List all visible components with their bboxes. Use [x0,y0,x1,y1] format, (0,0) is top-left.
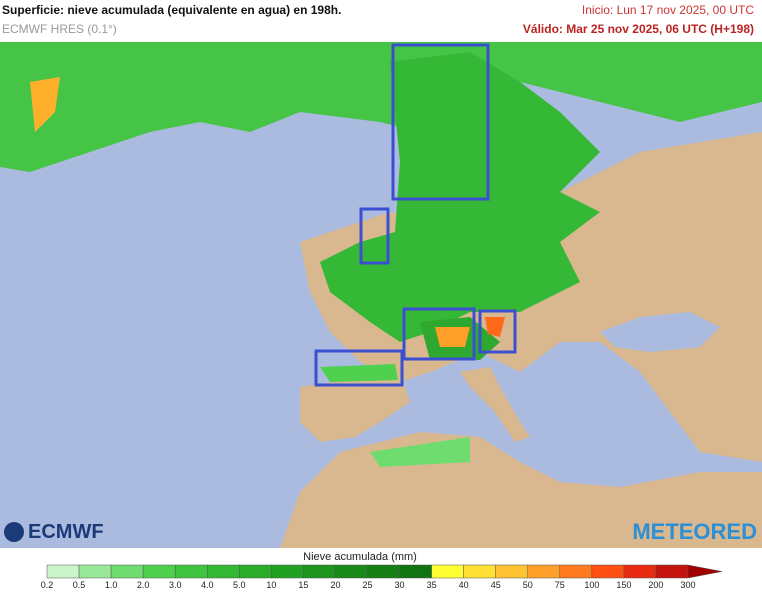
colorbar-segment [78,564,112,579]
highlight-boxes [314,43,517,387]
snow [370,437,470,467]
colorbar-tick-label: 45 [491,580,501,590]
init-time: Inicio: Lun 17 nov 2025, 00 UTC [581,3,754,17]
colorbar-tick-label: 200 [648,580,663,590]
colorbar-tick-label: 0.2 [41,580,54,590]
colorbar-segment [239,564,272,579]
colorbar-tick-label: 5.0 [233,580,246,590]
colorbar-segment [142,564,176,579]
sea [600,312,720,352]
colorbar-tick-label: 75 [555,580,565,590]
snow-heavy [485,317,505,337]
colorbar-segment [527,564,561,579]
highlight-box [478,309,517,354]
logo-icon [4,522,24,542]
highlight-box [359,207,390,265]
colorbar-segment [367,564,400,579]
colorbar-tick-label: 30 [395,580,405,590]
colorbar-segment [559,564,593,579]
land [460,367,530,442]
valid-time: Válido: Mar 25 nov 2025, 06 UTC (H+198) [522,22,754,36]
highlight-box [314,349,404,387]
colorbar-tick-label: 35 [427,580,437,590]
colorbar-tick-label: 4.0 [201,580,214,590]
highlight-box [391,43,490,201]
snow-heavy [30,77,60,132]
logo-left: ECMWF [28,521,104,543]
colorbar-tick-label: 150 [616,580,631,590]
colorbar-tick-label: 1.0 [105,580,118,590]
colorbar-segment [591,564,625,579]
snow [320,364,398,382]
colorbar-segment [463,564,496,579]
colorbar-segment [46,564,80,579]
colorbar-tick-label: 15 [298,580,308,590]
colorbar-segment [623,564,657,579]
colorbar-segment [335,564,368,579]
colorbar-tick-label: 25 [362,580,372,590]
colorbar-segment [174,564,208,579]
colorbar-segment [207,564,240,579]
colorbar-tick-label: 20 [330,580,340,590]
colorbar: Nieve acumulada (mm) 0.2 0.5 1.0 2.0 3.0 4.0 5… [41,551,723,590]
snow-heavy [435,327,470,347]
snow [0,42,762,172]
colorbar-segment [271,564,304,579]
colorbar-label: Nieve acumulada (mm) [303,551,417,563]
land [300,372,410,442]
colorbar-tick-label: 300 [680,580,695,590]
colorbar-tick-label: 2.0 [137,580,150,590]
highlight-box [402,307,476,361]
colorbar-tick-label: 100 [584,580,599,590]
colorbar-segment [655,564,689,579]
title: Superficie: nieve acumulada (equivalente… [2,3,342,17]
colorbar-tick-label: 40 [459,580,469,590]
model: ECMWF HRES (0.1°) [2,22,117,36]
map: ECMWF METEORED [0,42,762,548]
colorbar-segment [303,564,336,579]
logo-right: METEORED [632,519,757,544]
colorbar-tick-label: 3.0 [169,580,182,590]
colorbar-segment [431,564,464,579]
colorbar-tick-label: 10 [266,580,276,590]
snow [320,52,600,342]
colorbar-tick-label: 50 [523,580,533,590]
colorbar-segment [399,564,432,579]
colorbar-segment [110,564,144,579]
colorbar-segment [495,564,529,579]
colorbar-arrow [687,564,723,579]
colorbar-tick-label: 0.5 [73,580,86,590]
